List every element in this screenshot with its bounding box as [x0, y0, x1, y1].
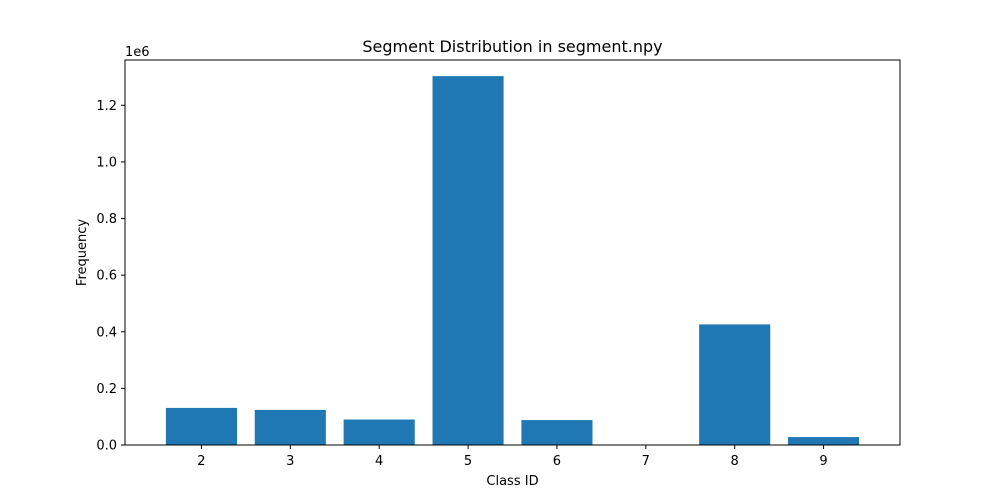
x-tick-label: 6: [553, 454, 561, 469]
y-axis-offset-label: 1e6: [125, 45, 150, 60]
chart-title: Segment Distribution in segment.npy: [362, 37, 662, 56]
y-tick-label: 1.0: [96, 155, 117, 170]
bar-class-4: [343, 419, 415, 445]
plot-area-frame: [124, 59, 901, 446]
y-tick-label: 0.0: [96, 439, 117, 454]
bar-class-2: [165, 407, 237, 445]
bar-class-9: [788, 437, 860, 445]
y-tick-label: 1.2: [96, 99, 117, 114]
y-tick-label: 0.4: [96, 325, 117, 340]
y-axis-label: Frequency: [75, 219, 90, 286]
y-tick-label: 0.6: [96, 269, 117, 284]
ticks-group: 2 3 4 5 6 7 8 9 0.0 0.2 0.4 0.6 0.8 1.0 1.2: [96, 99, 827, 469]
x-axis-label: Class ID: [486, 474, 538, 489]
bar-class-5: [432, 76, 504, 445]
y-tick-label: 0.8: [96, 212, 117, 227]
x-tick-label: 4: [375, 454, 383, 469]
y-tick-label: 0.2: [96, 382, 117, 397]
x-tick-label: 9: [819, 454, 827, 469]
bar-class-6: [521, 420, 593, 445]
x-tick-label: 2: [197, 454, 205, 469]
x-tick-label: 3: [286, 454, 294, 469]
bars-group: [165, 76, 860, 445]
x-tick-label: 8: [731, 454, 739, 469]
bar-class-8: [699, 324, 771, 445]
bar-class-3: [254, 409, 326, 445]
x-tick-label: 5: [464, 454, 472, 469]
x-tick-label: 7: [642, 454, 650, 469]
